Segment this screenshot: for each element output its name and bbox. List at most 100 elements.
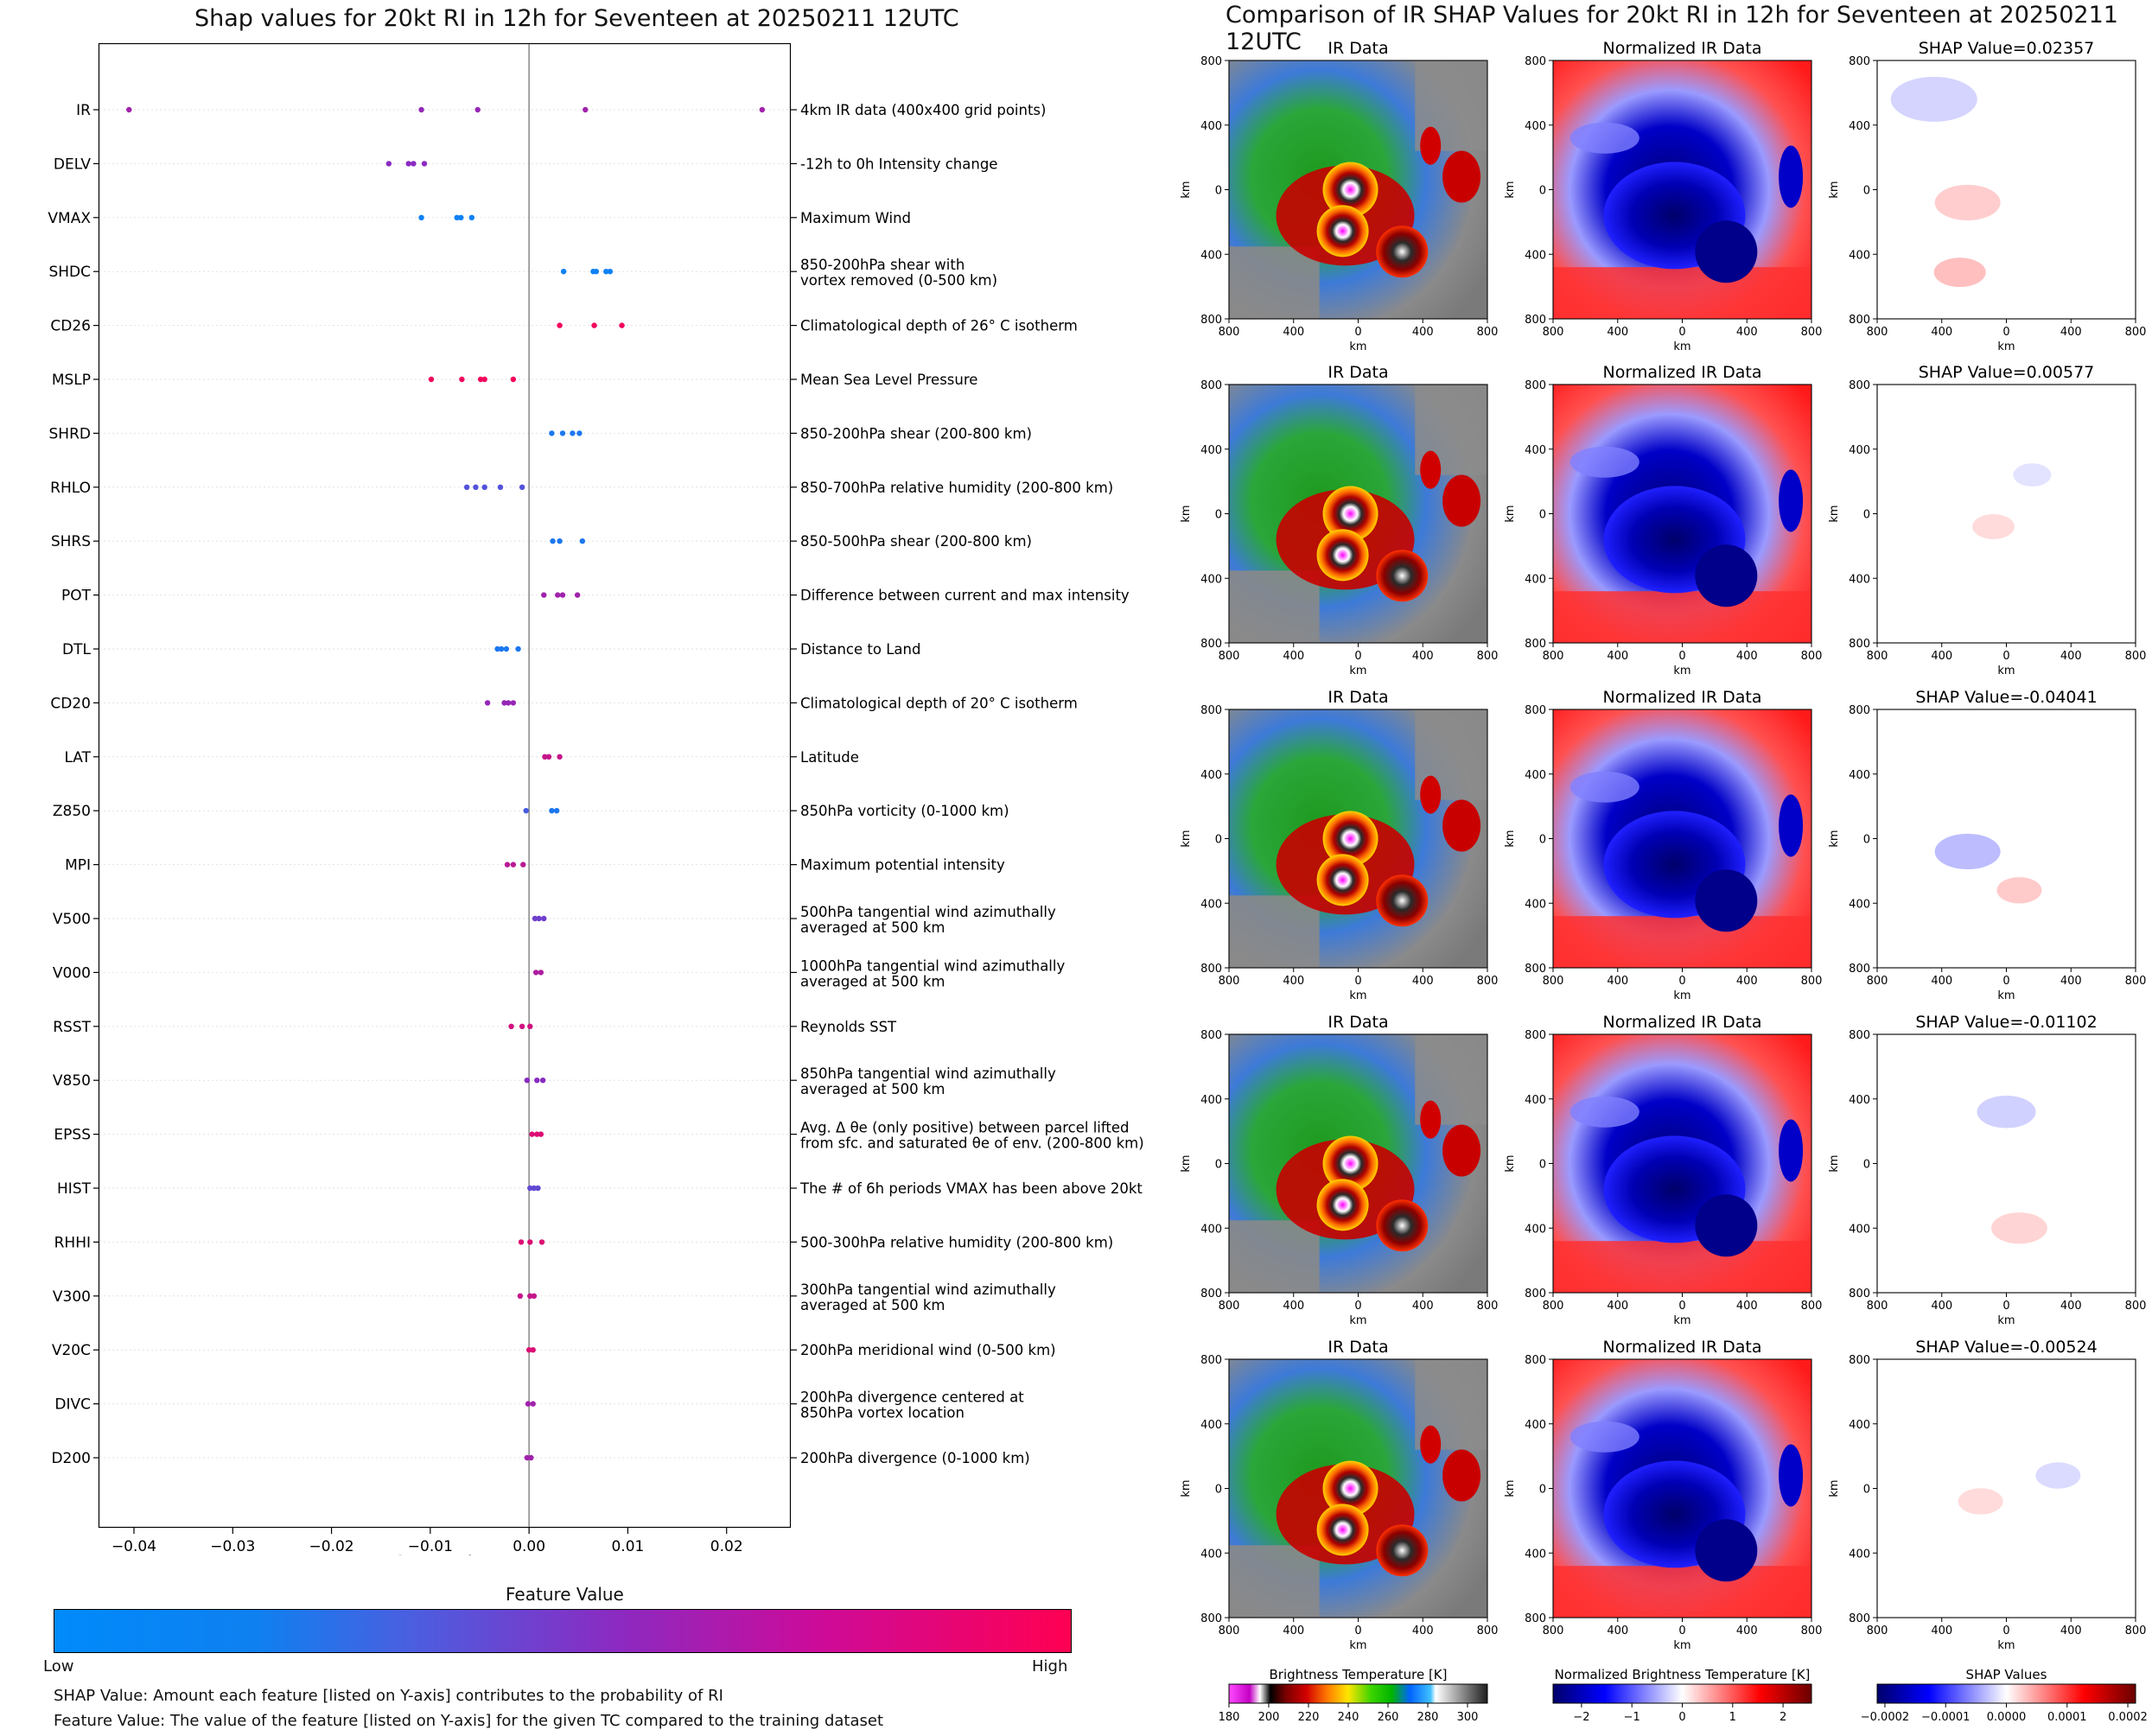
panel-title-ir: IR Data xyxy=(1327,1013,1388,1032)
y-tick-label: 0 xyxy=(1539,1484,1546,1497)
colorbar-tick-label: 260 xyxy=(1378,1711,1399,1724)
y-axis-label: km xyxy=(1828,1154,1841,1172)
x-axis-label: km xyxy=(1997,1639,2015,1652)
shap-point xyxy=(481,484,487,490)
y-tick-label: 0 xyxy=(1215,1159,1222,1172)
feature-desc-delv: -12h to 0h Intensity change xyxy=(800,156,997,172)
feature-value-colorbar xyxy=(54,1609,1072,1653)
shap-point xyxy=(549,808,555,814)
feature-label-z850: Z850 xyxy=(53,803,91,820)
y-tick-label: 0 xyxy=(1539,509,1546,522)
y-tick-label: 800 xyxy=(1200,704,1222,717)
x-tick-label: 800 xyxy=(1477,1625,1499,1637)
x-axis-label: km xyxy=(1997,989,2015,1002)
colorbar-tick-label: −1 xyxy=(1624,1711,1640,1724)
x-tick-label: 400 xyxy=(1736,1625,1758,1637)
y-tick-label: 400 xyxy=(1200,444,1222,457)
shap-point xyxy=(529,1131,535,1137)
shap-point xyxy=(539,1078,546,1084)
feature-desc-vmax: Maximum Wind xyxy=(800,210,911,226)
x-tick-label: −0.02 xyxy=(309,1538,354,1555)
feature-label-lat: LAT xyxy=(64,749,91,766)
feature-label-cd26: CD26 xyxy=(50,318,91,335)
bottom-colorbar: SHAP Values −0.0002 −0.0001 0.0000 0.0001 0.0… xyxy=(1861,1667,2148,1724)
y-tick-label: 0 xyxy=(1215,834,1222,847)
shap-point xyxy=(593,269,600,275)
x-tick-label: 800 xyxy=(1219,975,1240,988)
feature-descriptions: 4km IR data (400x400 grid points) -12h to… xyxy=(799,102,1144,1466)
shap-point xyxy=(557,322,563,328)
feature-desc-v500: 500hPa tangential wind azimuthally xyxy=(800,904,1056,920)
y-tick-label: 800 xyxy=(1849,638,1870,651)
shap-point xyxy=(418,106,424,113)
x-tick-label: 0.02 xyxy=(710,1538,743,1555)
feature-label-v300: V300 xyxy=(53,1288,91,1306)
y-tick-label: 800 xyxy=(1525,704,1546,717)
feature-desc-v500: averaged at 500 km xyxy=(800,919,945,936)
x-tick-label: 400 xyxy=(1283,975,1304,988)
x-tick-label: 800 xyxy=(1543,1625,1564,1637)
y-tick-label: 400 xyxy=(1525,898,1546,911)
shap-point xyxy=(494,645,500,652)
y-tick-label: 800 xyxy=(1200,1354,1222,1367)
feature-label-v500: V500 xyxy=(53,911,91,928)
y-tick-label: 0 xyxy=(1863,1484,1870,1497)
x-tick-label: 400 xyxy=(1607,1300,1628,1313)
x-tick-label: 800 xyxy=(1543,326,1564,339)
y-tick-label: 800 xyxy=(1200,963,1222,976)
x-tick-label: 800 xyxy=(2125,1300,2147,1313)
shap-point xyxy=(519,484,525,490)
y-tick-label: 800 xyxy=(1200,1612,1222,1625)
x-tick-label: 400 xyxy=(1736,1300,1758,1313)
colorbar-tick-label: −2 xyxy=(1573,1711,1589,1724)
ir-image xyxy=(1229,385,1487,643)
shap-point xyxy=(555,592,561,598)
panel-title-shap: SHAP Value=0.00577 xyxy=(1919,363,2095,382)
feature-desc-v20c: 200hPa meridional wind (0-500 km) xyxy=(800,1342,1056,1358)
plot-frame xyxy=(98,42,792,1529)
panel-title-ir: IR Data xyxy=(1327,39,1388,58)
feature-label-dtl: DTL xyxy=(62,641,91,658)
x-axis-label: km xyxy=(1673,1639,1690,1652)
x-tick-label: 0 xyxy=(1678,1300,1685,1313)
x-tick-label: 400 xyxy=(1931,1625,1952,1637)
shap-point xyxy=(473,484,479,490)
feature-label-v850: V850 xyxy=(53,1072,91,1090)
shap-point xyxy=(538,1239,545,1245)
shap-point xyxy=(515,645,521,652)
x-axis-label: km xyxy=(1997,665,2015,677)
y-axis-label: km xyxy=(1504,1479,1517,1497)
feature-desc-v850: 850hPa tangential wind azimuthally xyxy=(800,1065,1056,1082)
shap-point xyxy=(505,700,512,706)
y-tick-label: 800 xyxy=(1849,379,1870,392)
feature-label-epss: EPSS xyxy=(54,1127,91,1144)
feature-desc-mpi: Maximum potential intensity xyxy=(800,857,1005,874)
colorbar-tick-label: 0 xyxy=(1678,1711,1685,1724)
y-tick-label: 800 xyxy=(1849,314,1870,327)
shap-point xyxy=(474,106,481,113)
y-tick-label: 0 xyxy=(1539,834,1546,847)
x-tick-label: 800 xyxy=(1867,650,1888,663)
y-tick-label: 800 xyxy=(1200,1029,1222,1042)
x-tick-label: 800 xyxy=(1477,975,1499,988)
x-axis-label: km xyxy=(1673,340,1690,353)
feature-label-cd20: CD20 xyxy=(50,695,91,712)
feature-desc-v300: 300hPa tangential wind azimuthally xyxy=(800,1281,1056,1298)
y-tick-label: 0 xyxy=(1863,509,1870,522)
feature-desc-v300: averaged at 500 km xyxy=(800,1297,945,1313)
feature-desc-v000: averaged at 500 km xyxy=(800,973,945,989)
shap-point xyxy=(126,106,132,113)
x-tick-label: 400 xyxy=(1283,1300,1304,1313)
y-tick-label: 800 xyxy=(1849,1612,1870,1625)
bottom-colorbar: Normalized Brightness Temperature [K] −2 −… xyxy=(1552,1667,1812,1724)
shap-point xyxy=(576,430,583,436)
x-tick-label: 800 xyxy=(1219,1625,1240,1637)
ir-image xyxy=(1229,60,1487,319)
y-tick-label: 800 xyxy=(1849,704,1870,717)
shap-point xyxy=(759,106,766,113)
x-axis-label: km xyxy=(1673,989,1690,1002)
note-shap-value: SHAP Value: Amount each feature [listed … xyxy=(54,1687,723,1705)
shap-point xyxy=(534,1131,540,1137)
x-tick-label: 800 xyxy=(1219,326,1240,339)
x-tick-label: 400 xyxy=(2060,975,2082,988)
